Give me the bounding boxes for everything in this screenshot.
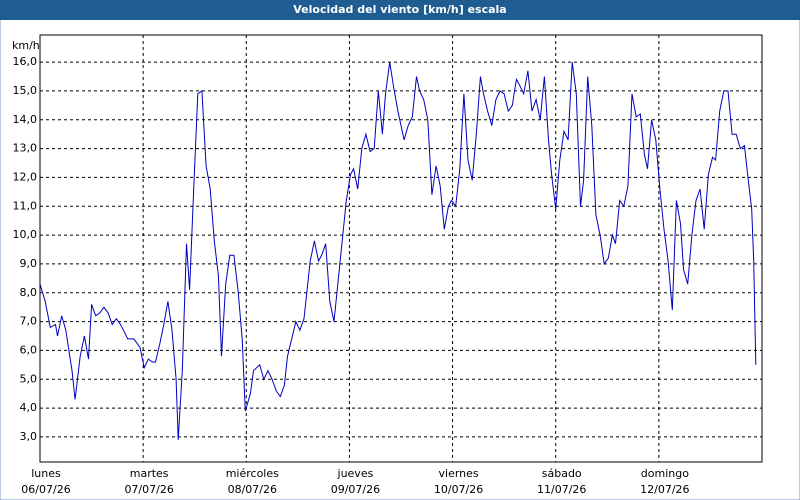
y-tick-label: 14,0	[13, 113, 38, 126]
y-unit: km/h	[12, 39, 40, 52]
x-tick-date: 07/07/26	[124, 483, 173, 496]
y-tick-label: 10,0	[13, 228, 38, 241]
y-tick-label: 16,0	[13, 55, 38, 68]
x-tick-label: domingo	[641, 467, 689, 480]
y-tick-label: 8,0	[20, 286, 38, 299]
y-tick-label: 12,0	[13, 170, 38, 183]
y-tick-label: 6,0	[20, 343, 38, 356]
title-bar	[0, 0, 800, 20]
y-tick-label: 7,0	[20, 315, 38, 328]
y-tick-label: 13,0	[13, 142, 38, 155]
plot-background	[39, 34, 763, 463]
x-tick-date: 08/07/26	[228, 483, 277, 496]
x-tick-date: 09/07/26	[331, 483, 380, 496]
x-tick-date: 06/07/26	[21, 483, 70, 496]
y-tick-label: 3,0	[20, 430, 38, 443]
data-line	[39, 62, 757, 440]
y-tick-label: 4,0	[20, 401, 38, 414]
y-tick-label: 15,0	[13, 84, 38, 97]
x-tick-date: 12/07/26	[640, 483, 689, 496]
x-tick-date: 11/07/26	[537, 483, 586, 496]
chart-title: Velocidad del viento [km/h] escala	[293, 3, 506, 16]
x-tick-label: martes	[130, 467, 169, 480]
x-tick-label: sábado	[542, 467, 582, 480]
plot-frame	[39, 34, 763, 463]
y-tick-label: 11,0	[13, 199, 38, 212]
x-tick-label: jueves	[337, 467, 374, 480]
x-tick-label: lunes	[31, 467, 61, 480]
y-tick-label: 5,0	[20, 372, 38, 385]
x-tick-label: miércoles	[226, 467, 279, 480]
x-tick-label: viernes	[439, 467, 479, 480]
x-tick-date: 10/07/26	[434, 483, 483, 496]
y-tick-label: 9,0	[20, 257, 38, 270]
